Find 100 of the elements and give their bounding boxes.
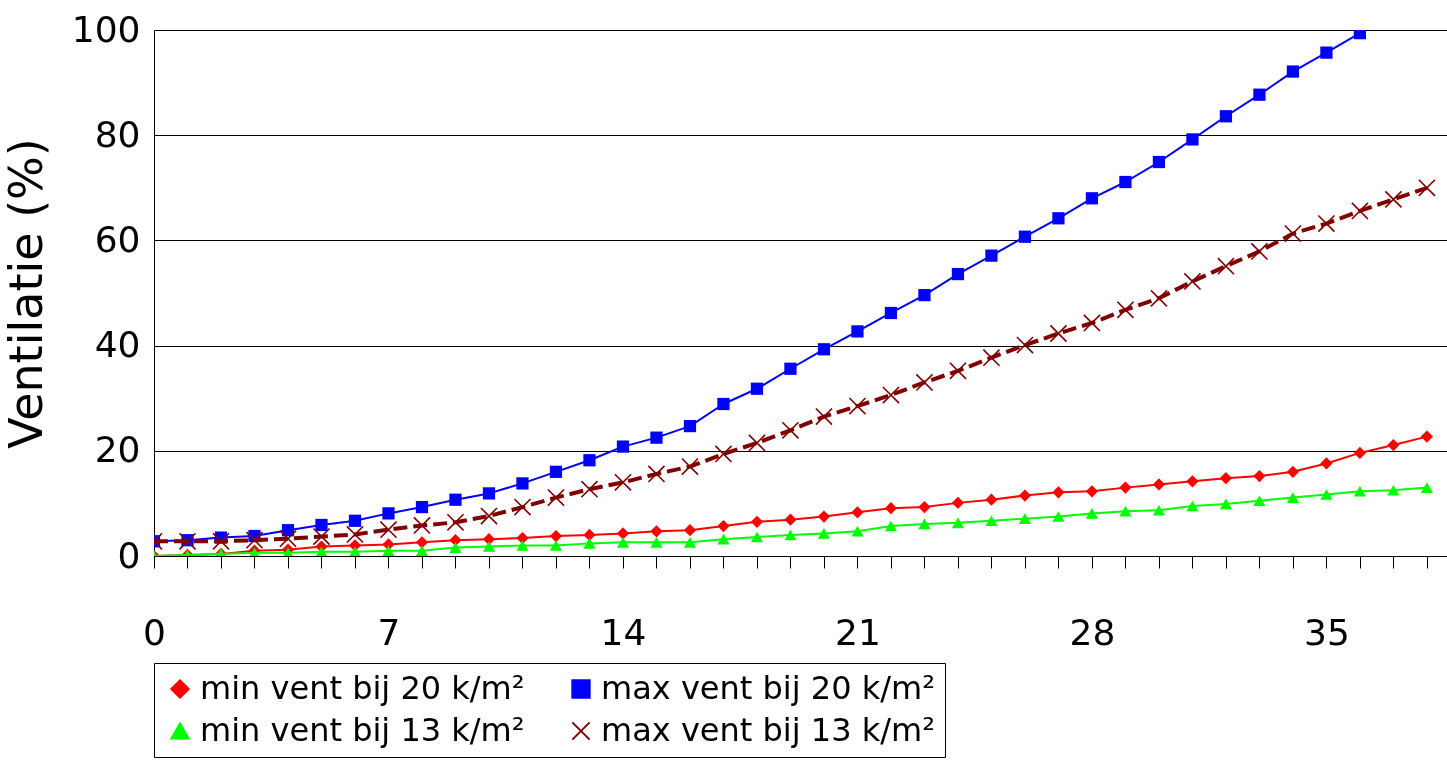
y-tick-label: 40 bbox=[94, 324, 141, 366]
y-axis-title: Ventilatie (%) bbox=[0, 138, 53, 449]
point bbox=[918, 500, 931, 514]
point bbox=[516, 540, 529, 551]
point bbox=[1152, 504, 1166, 516]
point bbox=[784, 362, 797, 375]
point bbox=[1353, 486, 1367, 497]
point bbox=[212, 532, 230, 551]
point bbox=[1186, 500, 1199, 512]
point bbox=[717, 397, 730, 411]
point bbox=[315, 518, 328, 532]
point bbox=[616, 537, 630, 548]
point bbox=[1387, 438, 1400, 452]
point bbox=[1119, 175, 1132, 189]
point bbox=[815, 407, 833, 426]
legend-label: max vent bij 13 k/m² bbox=[601, 711, 935, 749]
point bbox=[616, 440, 630, 453]
point bbox=[951, 517, 965, 529]
point bbox=[480, 507, 498, 525]
point bbox=[1052, 486, 1065, 499]
point bbox=[985, 515, 998, 527]
point bbox=[982, 348, 1001, 367]
point bbox=[379, 520, 398, 539]
point bbox=[683, 524, 697, 537]
point bbox=[1320, 489, 1333, 500]
point bbox=[1320, 457, 1333, 470]
point bbox=[1016, 336, 1034, 354]
point bbox=[1219, 472, 1233, 485]
point bbox=[382, 545, 395, 556]
point bbox=[245, 531, 264, 550]
y-tick-label: 80 bbox=[94, 113, 141, 155]
point bbox=[714, 445, 733, 463]
point bbox=[1119, 481, 1132, 494]
point bbox=[516, 477, 529, 490]
point bbox=[851, 506, 864, 519]
point bbox=[717, 533, 730, 545]
point bbox=[817, 528, 831, 539]
point bbox=[717, 519, 730, 533]
point bbox=[178, 532, 197, 551]
point bbox=[1353, 446, 1367, 460]
point bbox=[382, 507, 395, 520]
point bbox=[1052, 511, 1065, 522]
x-tick-label: 7 bbox=[377, 611, 401, 653]
point bbox=[315, 546, 328, 556]
point bbox=[1085, 508, 1099, 519]
point bbox=[348, 546, 362, 556]
point bbox=[482, 541, 496, 552]
point bbox=[1150, 289, 1168, 308]
point bbox=[781, 421, 800, 440]
point bbox=[1217, 257, 1235, 276]
point bbox=[683, 537, 697, 548]
point bbox=[580, 480, 599, 499]
legend-label: max vent bij 20 k/m² bbox=[601, 669, 935, 707]
point bbox=[884, 502, 898, 515]
point bbox=[784, 513, 797, 526]
y-tick-label: 0 bbox=[117, 534, 141, 576]
point bbox=[547, 488, 565, 507]
point bbox=[583, 528, 596, 542]
point bbox=[750, 382, 764, 395]
legend-label: min vent bij 20 k/m² bbox=[200, 669, 525, 707]
point bbox=[614, 473, 632, 492]
point bbox=[279, 529, 297, 548]
x-tick-label: 35 bbox=[1304, 611, 1350, 653]
point bbox=[1219, 110, 1233, 123]
point bbox=[884, 306, 898, 320]
point bbox=[1152, 155, 1166, 169]
point bbox=[1119, 505, 1132, 517]
point bbox=[312, 527, 331, 546]
legend-label: min vent bij 13 k/m² bbox=[200, 711, 525, 749]
point bbox=[1219, 498, 1233, 510]
point bbox=[1052, 212, 1065, 225]
point bbox=[1253, 495, 1266, 507]
x-tick-label: 28 bbox=[1069, 611, 1116, 653]
point bbox=[1085, 485, 1099, 498]
point bbox=[1018, 489, 1032, 502]
point bbox=[1420, 430, 1434, 443]
point bbox=[1083, 314, 1101, 332]
point bbox=[1384, 190, 1403, 209]
point bbox=[884, 520, 898, 532]
point bbox=[616, 527, 630, 540]
point bbox=[1116, 300, 1135, 319]
point bbox=[415, 545, 429, 556]
x-tick-label: 21 bbox=[835, 611, 881, 653]
point bbox=[1186, 475, 1199, 488]
point bbox=[583, 454, 596, 467]
point bbox=[1018, 230, 1032, 243]
point bbox=[1317, 214, 1336, 233]
point bbox=[750, 515, 764, 528]
point bbox=[1353, 30, 1367, 40]
point bbox=[513, 498, 532, 516]
point bbox=[683, 419, 697, 433]
point bbox=[413, 516, 431, 535]
point bbox=[1387, 484, 1400, 496]
point bbox=[1253, 88, 1266, 101]
point bbox=[817, 510, 831, 523]
point bbox=[650, 525, 663, 538]
point bbox=[348, 514, 362, 527]
point bbox=[851, 325, 864, 338]
point bbox=[1049, 324, 1068, 343]
point bbox=[1320, 46, 1333, 59]
